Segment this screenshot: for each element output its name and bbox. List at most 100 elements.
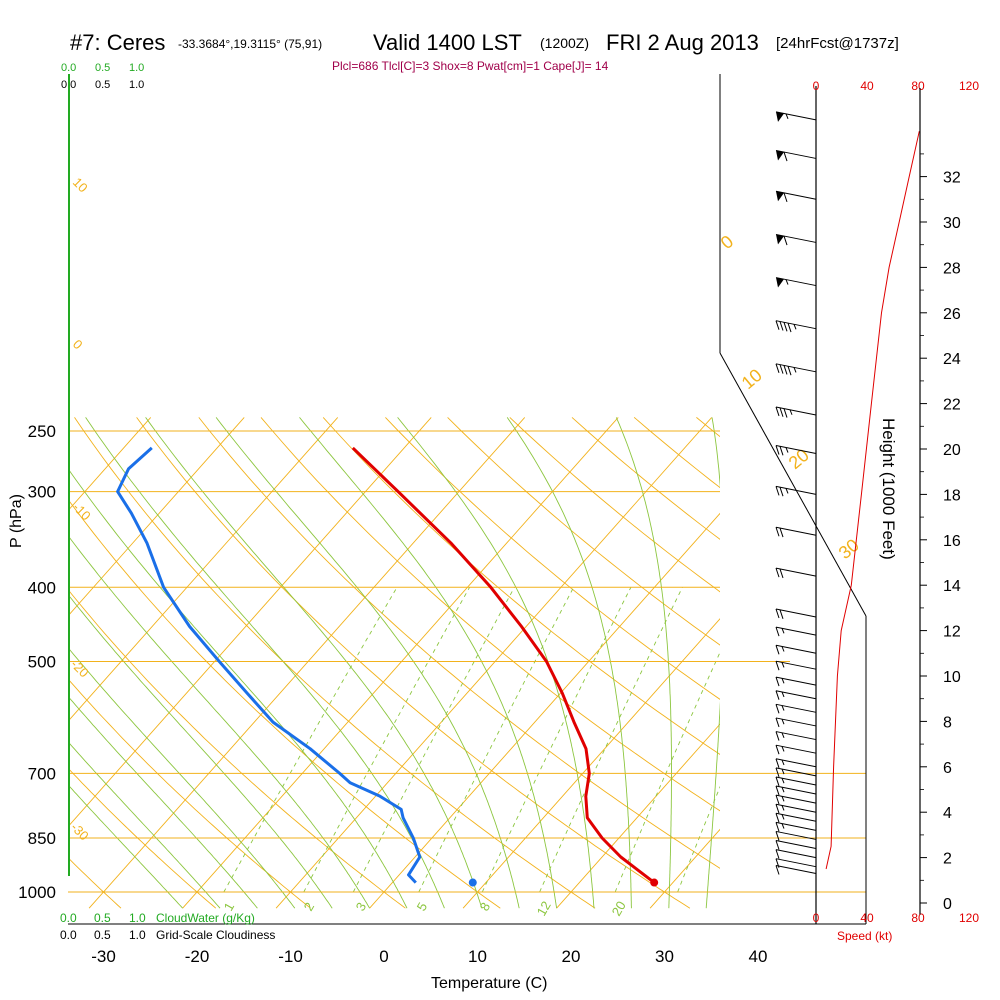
temperature-tick-label: -20 [185, 947, 210, 966]
wind-barb [775, 660, 817, 671]
wind-barb [775, 149, 817, 162]
x-axis-label: Temperature (C) [431, 975, 547, 992]
pressure-tick-label: 850 [28, 829, 56, 848]
mixing-ratio-line [614, 651, 720, 893]
wind-barb-feather [775, 445, 780, 455]
height-tick-label: 0 [943, 896, 952, 913]
height-tick-label: 12 [943, 624, 961, 641]
wind-barb-half-feather [781, 796, 785, 802]
height-tick-label: 16 [943, 533, 961, 550]
wind-barb-feather [775, 645, 780, 655]
wind-barb [775, 567, 817, 579]
dry-adiabat-line [883, 417, 1000, 908]
wind-barb-half-feather [781, 678, 785, 684]
wind-barb-shaft [775, 644, 817, 654]
speed-tick-top: 40 [860, 79, 874, 93]
wind-barb-shaft [775, 758, 817, 768]
wind-barb-half-feather [781, 732, 785, 738]
dry-adiabat-line [509, 417, 720, 593]
dry-adiabat-line [68, 498, 501, 909]
wind-barb-feather [779, 407, 784, 417]
wind-barb-half-feather [785, 447, 789, 453]
wind-barb-shaft [775, 626, 817, 636]
isotherm-line [68, 417, 245, 617]
mixing-ratio-label: 3 [353, 900, 370, 914]
wind-barb-half-feather [785, 113, 789, 120]
wind-barb-shaft [775, 233, 817, 243]
temperature-tick-label: 30 [655, 947, 674, 966]
bottom-cloudiness-scale: 0.0 0.5 1.0 Grid-Scale Cloudiness [60, 928, 275, 942]
wind-barb-shaft [775, 190, 817, 200]
wind-barb-feather [775, 320, 780, 330]
dry-adiabat-label: -10 [70, 500, 94, 524]
moist-adiabat-line [145, 417, 483, 909]
moist-adiabat-line [68, 467, 408, 909]
wind-barb-shaft [775, 111, 817, 121]
height-tick-label: 2 [943, 851, 952, 868]
wind-barb-shaft [775, 676, 817, 686]
wind-barb-feather [775, 661, 780, 671]
wind-barb-feather [783, 408, 788, 418]
top-cw-tick: 0.5 [95, 62, 110, 74]
moist-adiabat-line [68, 784, 183, 909]
wind-barb-shaft [775, 858, 817, 868]
speed-tick-bottom: 40 [860, 911, 874, 925]
wind-barb [775, 320, 817, 333]
moist-adiabat-line [68, 593, 333, 909]
wind-barb [775, 849, 817, 859]
wind-barb [775, 840, 817, 850]
top-cl-tick: 1.0 [129, 79, 144, 91]
wind-barb-half-feather [781, 746, 785, 752]
dry-adiabat-line [136, 417, 691, 909]
height-tick-label: 6 [943, 760, 952, 777]
height-tick-label: 30 [943, 215, 961, 232]
wind-barb [775, 864, 817, 875]
wind-barb [775, 526, 817, 538]
mixing-ratio-label: 20 [609, 898, 629, 918]
height-tick-label: 4 [943, 805, 952, 822]
wind-barb [775, 858, 817, 868]
mixing-ratio-line [352, 587, 515, 893]
mixing-ratio-label: 12 [534, 898, 554, 918]
wind-barb-feather [783, 151, 788, 162]
wind-barb-shaft [775, 320, 817, 330]
wind-barb [775, 111, 817, 122]
wind-barb-feather [775, 608, 780, 619]
moist-adiabat-line [68, 646, 296, 909]
wind-barb [775, 821, 817, 832]
mixing-ratio-line [223, 587, 398, 893]
wind-barb-feather [775, 690, 780, 700]
dry-adiabat-label: 0 [70, 337, 86, 353]
wind-barb-feather [787, 366, 792, 376]
wind-barb-feather [775, 831, 780, 841]
wind-barb-feather [775, 776, 780, 787]
moist-adiabat-line [299, 417, 558, 909]
wind-barb-feather [775, 794, 780, 805]
wind-barb [775, 233, 817, 246]
wind-barb-shaft [775, 776, 817, 786]
wind-barb [775, 485, 817, 497]
wind-barb [775, 406, 817, 418]
wind-barb-feather [775, 813, 780, 823]
wind-barb [775, 363, 817, 376]
pressure-tick-label: 250 [28, 422, 56, 441]
plot-boundary [719, 352, 867, 617]
height-tick-label: 20 [943, 442, 961, 459]
bottom-cloudwater-scale: 0.0 0.5 1.0 CloudWater (g/Kg) [60, 911, 255, 925]
wind-barb [775, 776, 817, 787]
wind-barb-feather [783, 365, 788, 375]
wind-barb-half-feather [781, 691, 785, 698]
wind-barb-half-feather [781, 662, 785, 668]
cw-tick: 1.0 [129, 911, 146, 925]
wind-barb-flag [776, 150, 784, 161]
wind-barb [775, 830, 817, 841]
dry-adiabat-line [68, 767, 217, 909]
temperature-axis: -30 -20 -10 0 10 20 30 40 [91, 947, 767, 966]
wind-barb-shaft [775, 660, 817, 670]
isotherm-line [88, 417, 526, 909]
wind-barb-feather [775, 527, 780, 537]
cw-tick: 0.0 [60, 911, 77, 925]
wind-barb-shaft [775, 567, 817, 577]
wind-barb-shaft [775, 149, 817, 159]
